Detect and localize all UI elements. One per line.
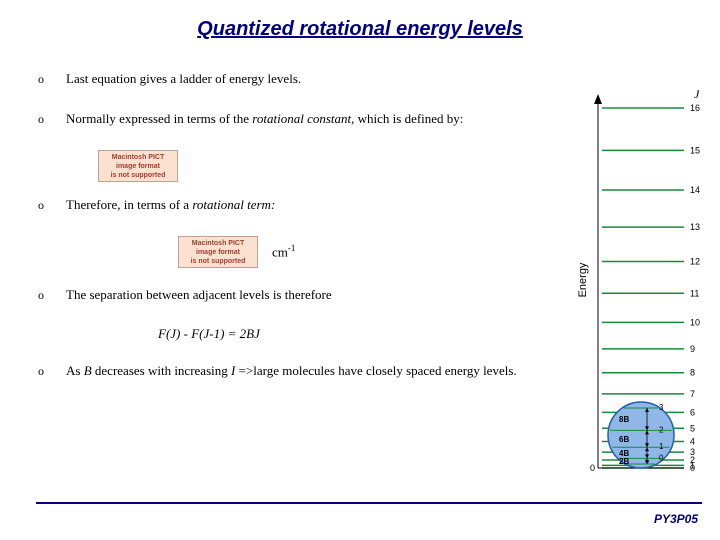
bullet-marker: o	[38, 286, 66, 304]
svg-text:8: 8	[690, 368, 695, 378]
svg-text:2B: 2B	[619, 457, 629, 466]
page-title: Quantized rotational energy levels	[0, 0, 720, 51]
svg-text:6B: 6B	[619, 435, 629, 444]
bullet-text: Therefore, in terms of a rotational term…	[66, 196, 275, 214]
pict-placeholder: Macintosh PICT image format is not suppo…	[178, 236, 258, 268]
svg-text:6: 6	[690, 407, 695, 417]
bullet-item: o Normally expressed in terms of the rot…	[38, 110, 558, 128]
bullet-marker: o	[38, 362, 66, 380]
bullet-item: o Therefore, in terms of a rotational te…	[38, 196, 558, 214]
bullet-item: o Last equation gives a ladder of energy…	[38, 70, 558, 88]
svg-text:0: 0	[590, 463, 595, 473]
svg-text:14: 14	[690, 185, 700, 195]
bullet-marker: o	[38, 70, 66, 88]
j-label: J	[694, 87, 700, 101]
svg-text:8B: 8B	[619, 415, 629, 424]
svg-text:4: 4	[690, 437, 695, 447]
svg-text:3: 3	[659, 403, 664, 412]
svg-text:0: 0	[690, 463, 695, 473]
energy-axis-label: Energy	[577, 262, 589, 297]
energy-ladder-figure: Energy J 1615141312111098765432100 8B36B…	[576, 80, 706, 480]
svg-text:2: 2	[659, 425, 664, 434]
bullet-text: Normally expressed in terms of the rotat…	[66, 110, 463, 128]
bullet-marker: o	[38, 196, 66, 214]
svg-text:12: 12	[690, 257, 700, 267]
bullet-item: o As B decreases with increasing I =>lar…	[38, 362, 558, 380]
bullet-item: o The separation between adjacent levels…	[38, 286, 558, 304]
formula: F(J) - F(J-1) = 2BJ	[158, 326, 558, 342]
svg-text:7: 7	[690, 389, 695, 399]
unit-label: cm-1	[272, 243, 295, 260]
pict-row: Macintosh PICT image format is not suppo…	[178, 236, 558, 268]
svg-text:0: 0	[659, 453, 664, 462]
bullet-text: As B decreases with increasing I =>large…	[66, 362, 517, 380]
footer-divider	[36, 502, 702, 504]
svg-text:13: 13	[690, 222, 700, 232]
bullet-text: The separation between adjacent levels i…	[66, 286, 332, 304]
content-area: o Last equation gives a ladder of energy…	[38, 70, 558, 380]
svg-text:1: 1	[659, 442, 664, 451]
bullet-marker: o	[38, 110, 66, 128]
bullet-text: Last equation gives a ladder of energy l…	[66, 70, 301, 88]
pict-placeholder: Macintosh PICT image format is not suppo…	[98, 150, 178, 182]
svg-text:10: 10	[690, 317, 700, 327]
svg-text:16: 16	[690, 103, 700, 113]
svg-text:15: 15	[690, 145, 700, 155]
svg-text:9: 9	[690, 344, 695, 354]
svg-text:11: 11	[690, 288, 699, 298]
svg-text:5: 5	[690, 423, 695, 433]
footer-code: PY3P05	[654, 512, 698, 526]
